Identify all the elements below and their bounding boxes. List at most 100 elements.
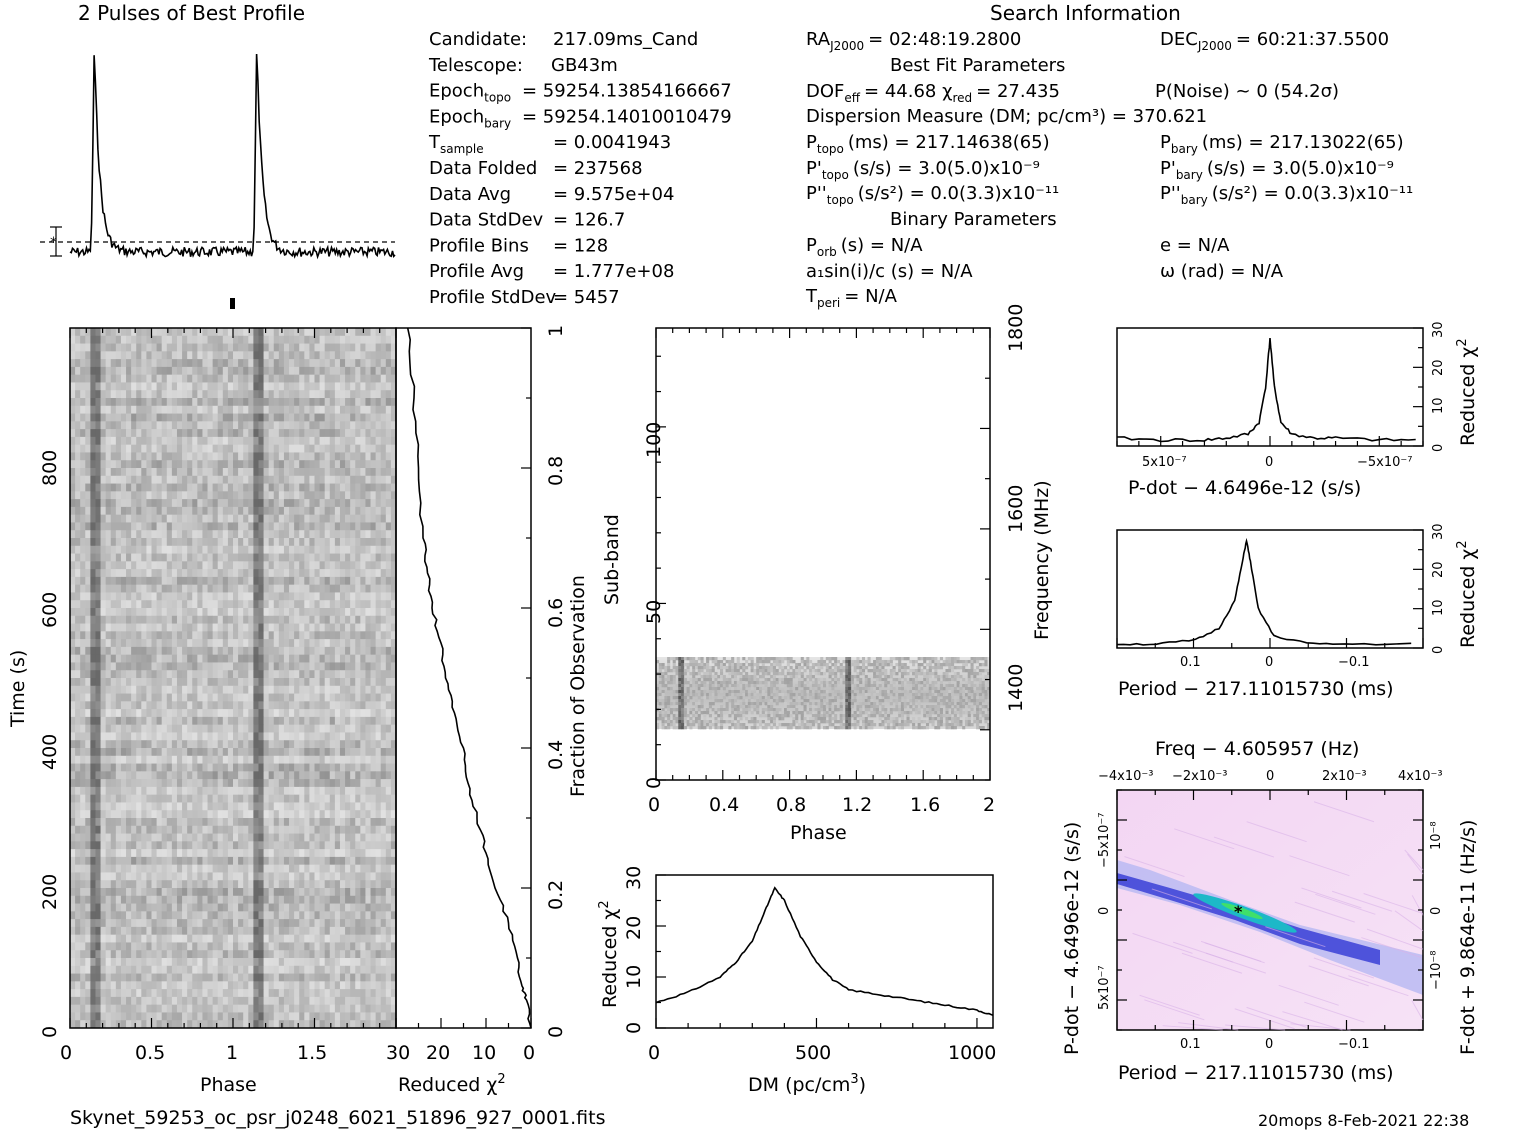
heatmap-cell	[375, 709, 382, 718]
heatmap-cell	[136, 693, 142, 702]
heatmap-cell	[253, 436, 259, 446]
heatmap-cell	[289, 569, 295, 578]
heatmap-cell	[182, 763, 188, 772]
heatmap-cell	[370, 771, 377, 780]
heatmap-cell	[370, 444, 377, 453]
heatmap-cell	[207, 818, 214, 827]
heatmap-cell	[258, 678, 264, 687]
heatmap-cell	[166, 335, 173, 344]
heatmap-cell	[309, 701, 315, 710]
heatmap-cell	[289, 639, 295, 648]
heatmap-cell	[324, 390, 331, 399]
heatmap-cell	[95, 880, 101, 889]
heatmap-cell	[95, 468, 101, 477]
heatmap-cell	[390, 748, 397, 757]
heatmap-cell	[248, 818, 254, 827]
heatmap-cell	[238, 421, 244, 430]
heatmap-cell	[70, 919, 76, 928]
heatmap-cell	[314, 553, 320, 562]
heatmap-cell	[314, 825, 320, 834]
heatmap-cell	[90, 615, 96, 624]
heatmap-cell	[197, 895, 203, 904]
heatmap-cell	[187, 506, 193, 516]
heatmap-cell	[151, 662, 157, 671]
heatmap-cell	[192, 429, 198, 438]
heatmap-cell	[334, 514, 341, 523]
heatmap-cell	[329, 553, 336, 562]
heatmap-cell	[278, 825, 285, 834]
heatmap-cell	[146, 359, 152, 368]
heatmap-cell	[375, 685, 382, 694]
heatmap-cell	[350, 849, 356, 858]
heatmap-cell	[334, 888, 341, 897]
heatmap-cell	[85, 615, 91, 624]
heatmap-cell	[345, 475, 351, 484]
heatmap-cell	[70, 670, 76, 679]
heatmap-cell	[156, 919, 163, 928]
heatmap-cell	[131, 856, 137, 866]
heatmap-cell	[258, 374, 264, 383]
heatmap-cell	[192, 514, 198, 523]
heatmap-cell	[105, 538, 112, 547]
heatmap-cell	[222, 405, 229, 414]
heatmap-cell	[197, 460, 203, 469]
heatmap-cell	[80, 685, 86, 694]
heatmap-cell	[222, 678, 229, 687]
heatmap-cell	[278, 592, 285, 601]
heatmap-cell	[120, 794, 127, 803]
heatmap-cell	[375, 631, 382, 640]
heatmap-cell	[212, 499, 219, 508]
heatmap-cell	[278, 429, 285, 438]
heatmap-cell	[299, 351, 305, 360]
heatmap-cell	[294, 856, 300, 866]
heatmap-cell	[299, 569, 305, 578]
heatmap-cell	[273, 436, 280, 446]
heatmap-cell	[324, 499, 331, 508]
heatmap-cell	[319, 545, 326, 554]
heatmap-cell	[171, 903, 178, 912]
heatmap-cell	[263, 483, 270, 492]
heatmap-cell	[151, 732, 157, 741]
heatmap-cell	[171, 483, 178, 492]
heatmap-cell	[131, 499, 137, 508]
heatmap-cell	[324, 483, 331, 492]
heatmap-cell	[202, 880, 208, 889]
heatmap-cell	[263, 366, 270, 376]
heatmap-cell	[345, 530, 351, 539]
heatmap-cell	[217, 740, 224, 749]
heatmap-cell	[227, 888, 234, 897]
heatmap-cell	[233, 709, 239, 718]
heatmap-cell	[324, 343, 331, 352]
heatmap-cell	[192, 608, 198, 617]
heatmap-cell	[319, 475, 326, 484]
heatmap-cell	[360, 382, 366, 391]
heatmap-cell	[314, 444, 320, 453]
heatmap-cell	[380, 600, 387, 609]
heatmap-cell	[233, 724, 239, 733]
heatmap-cell	[176, 825, 183, 834]
heatmap-cell	[146, 429, 152, 438]
heatmap-cell	[350, 895, 356, 904]
heatmap-cell	[248, 514, 254, 523]
heatmap-cell	[385, 678, 392, 687]
heatmap-cell	[268, 786, 275, 796]
heatmap-cell	[258, 794, 264, 803]
heatmap-cell	[253, 366, 259, 376]
heatmap-cell	[258, 608, 264, 617]
heatmap-cell	[131, 623, 137, 632]
heatmap-cell	[233, 452, 239, 461]
heatmap-cell	[95, 911, 101, 920]
heatmap-cell	[233, 802, 239, 811]
heatmap-cell	[360, 475, 366, 484]
heatmap-cell	[248, 506, 254, 516]
heatmap-cell	[289, 545, 295, 554]
heatmap-cell	[136, 678, 142, 687]
heatmap-cell	[182, 561, 188, 570]
heatmap-cell	[294, 623, 300, 632]
heatmap-cell	[304, 468, 310, 477]
heatmap-cell	[95, 538, 101, 547]
heatmap-cell	[227, 732, 234, 741]
heatmap-cell	[227, 561, 234, 570]
heatmap-cell	[161, 678, 168, 687]
heatmap-cell	[243, 491, 249, 500]
